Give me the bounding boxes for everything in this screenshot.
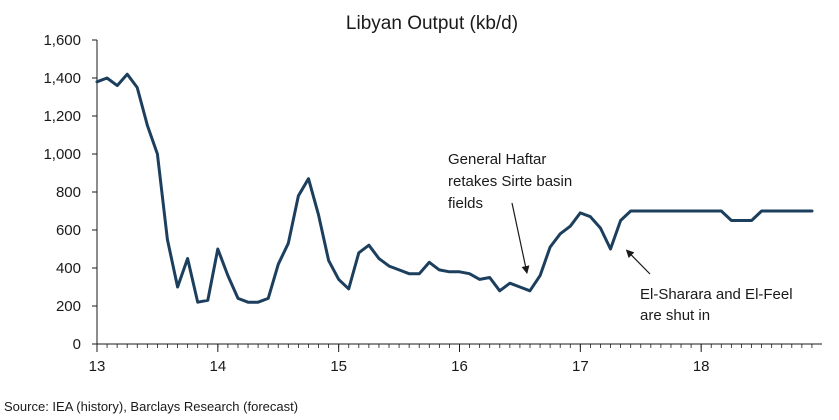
annotation-haftar-line-2: retakes Sirte basin <box>448 173 572 190</box>
x-tick-label: 17 <box>572 358 589 375</box>
annotation-haftar: General Haftar retakes Sirte basin field… <box>448 151 572 212</box>
annotations: General Haftar retakes Sirte basin field… <box>448 151 793 324</box>
series-line <box>95 72 814 304</box>
y-tick-label: 200 <box>56 298 81 315</box>
annotation-sharara-line-2: are shut in <box>640 307 710 324</box>
y-tick-label: 1,400 <box>43 70 81 87</box>
source-note: Source: IEA (history), Barclays Research… <box>4 399 298 414</box>
y-tick-label: 1,600 <box>43 32 81 49</box>
x-tick-label: 13 <box>89 358 106 375</box>
y-tick-label: 600 <box>56 222 81 239</box>
annotation-sharara: El-Sharara and El-Feel are shut in <box>640 286 793 324</box>
annotation-sharara-arrow <box>625 249 651 275</box>
annotation-haftar-arrow <box>511 202 530 274</box>
x-tick-label: 18 <box>693 358 710 375</box>
chart-title: Libyan Output (kb/d) <box>346 13 518 34</box>
y-tick-label: 400 <box>56 260 81 277</box>
x-tick-label: 16 <box>451 358 468 375</box>
annotation-haftar-line-3: fields <box>448 195 483 212</box>
y-tick-label: 1,000 <box>43 146 81 163</box>
x-tick-label: 15 <box>330 358 347 375</box>
y-tick-label: 800 <box>56 184 81 201</box>
y-tick-label: 1,200 <box>43 108 81 125</box>
annotation-sharara-line-1: El-Sharara and El-Feel <box>640 286 793 303</box>
annotation-haftar-line-1: General Haftar <box>448 151 546 168</box>
series-layer <box>95 72 814 304</box>
x-tick-label: 14 <box>209 358 226 375</box>
y-axis: 0 200 400 600 800 1,000 1,200 1,400 1,600 <box>43 32 98 353</box>
y-tick-label: 0 <box>73 336 81 353</box>
x-axis: 13 14 15 16 17 18 <box>89 343 822 375</box>
